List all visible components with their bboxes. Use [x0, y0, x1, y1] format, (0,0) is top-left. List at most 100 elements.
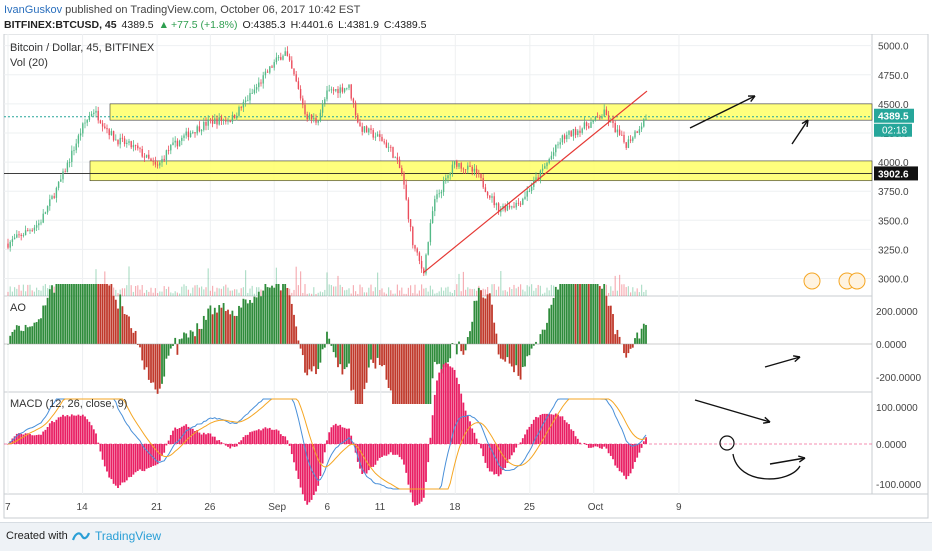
ao-bar: [238, 306, 240, 344]
volume-bar: [166, 289, 167, 296]
candle-body: [58, 182, 59, 188]
ao-bar: [377, 344, 379, 358]
volume-bar: [183, 284, 184, 296]
candle-body: [535, 177, 536, 180]
volume-bar: [181, 287, 182, 296]
volume-bar: [485, 289, 486, 296]
candle-body: [236, 116, 237, 118]
macd-hist-bar: [636, 444, 638, 458]
macd-hist-bar: [434, 395, 436, 444]
ao-bar: [529, 344, 531, 355]
macd-hist-bar: [342, 427, 344, 444]
candle-body: [179, 141, 180, 146]
candle-body: [166, 150, 167, 160]
ao-bar: [315, 344, 317, 374]
tradingview-link[interactable]: TradingView: [95, 529, 161, 543]
chart-area[interactable]: 5000.04750.04500.04250.04000.03750.03500…: [0, 34, 932, 522]
candle-body: [122, 138, 123, 139]
candle-body: [463, 169, 464, 170]
macd-hist-bar: [295, 444, 297, 471]
ao-bar: [42, 306, 44, 344]
volume-bar: [546, 288, 547, 296]
ao-bar: [474, 301, 476, 344]
price-tick-label: 3750.0: [878, 187, 909, 198]
volume-bar: [432, 289, 433, 296]
ao-bar: [289, 295, 291, 344]
candle-body: [531, 187, 532, 191]
candle-body: [51, 196, 52, 199]
volume-bar: [34, 292, 35, 296]
volume-bar: [428, 292, 429, 296]
ao-bar: [302, 344, 304, 355]
ao-bar: [141, 344, 143, 360]
candle-body: [553, 152, 554, 155]
candle-body: [476, 169, 477, 174]
volume-bar: [340, 285, 341, 296]
ao-bar: [350, 344, 352, 391]
candle-body: [509, 206, 510, 208]
candle-body: [406, 185, 407, 200]
candle-body: [115, 140, 116, 141]
ao-bar: [355, 344, 357, 404]
ao-bar: [304, 344, 306, 373]
macd-hist-bar: [91, 425, 93, 444]
volume-bar: [606, 285, 607, 296]
ao-bar: [328, 339, 330, 344]
macd-hist-bar: [394, 444, 396, 455]
candle-body: [89, 116, 90, 120]
macd-hist-bar: [445, 363, 447, 444]
volume-bar: [630, 292, 631, 296]
volume-bar: [408, 288, 409, 296]
ao-bar: [623, 344, 625, 353]
ao-bar: [346, 344, 348, 367]
candle-body: [562, 135, 563, 142]
macd-hist-bar: [443, 364, 445, 444]
macd-hist-bar: [247, 435, 249, 444]
candle-body: [511, 206, 512, 207]
candle-body: [76, 144, 77, 151]
candle-body: [419, 253, 420, 261]
ao-bar: [421, 344, 423, 404]
ao-bar: [111, 284, 113, 344]
ao-bar: [562, 284, 564, 344]
candle-body: [377, 134, 378, 136]
candle-body: [54, 196, 55, 198]
macd-hist-bar: [205, 434, 207, 444]
macd-hist-bar: [392, 444, 394, 455]
volume-bar: [32, 290, 33, 296]
ao-bar: [467, 337, 469, 344]
ao-bar: [524, 344, 526, 366]
ao-bar: [40, 318, 42, 344]
ao-bar: [447, 344, 449, 362]
macd-hist-bar: [617, 444, 619, 468]
macd-hist-bar: [170, 435, 172, 444]
author-link[interactable]: IvanGuskov: [4, 4, 62, 16]
candle-body: [373, 130, 374, 137]
volume-bar: [40, 291, 41, 296]
time-axis[interactable]: [4, 494, 928, 518]
macd-tick-label: 100.0000: [876, 403, 918, 414]
candle-body: [247, 100, 248, 101]
macd-hist-bar: [113, 444, 115, 484]
ao-bar: [518, 344, 520, 376]
macd-hist-bar: [603, 444, 605, 447]
flag-icon[interactable]: [804, 273, 820, 289]
volume-bar: [7, 292, 8, 296]
ao-bar: [89, 284, 91, 344]
candle-body: [496, 203, 497, 205]
candle-body: [159, 163, 160, 166]
volume-bar: [551, 285, 552, 296]
volume-bar: [333, 287, 334, 296]
ao-bar: [515, 344, 517, 365]
flag-icon[interactable]: [849, 273, 865, 289]
macd-hist-bar: [456, 378, 458, 444]
macd-hist-bar: [262, 429, 264, 444]
ao-bar: [394, 344, 396, 404]
volume-bar: [637, 288, 638, 296]
candle-body: [520, 204, 521, 205]
ao-bar: [603, 284, 605, 344]
ao-bar: [639, 338, 641, 344]
macd-hist-bar: [31, 435, 33, 444]
macd-hist-bar: [254, 431, 256, 444]
macd-panel[interactable]: [4, 392, 872, 494]
